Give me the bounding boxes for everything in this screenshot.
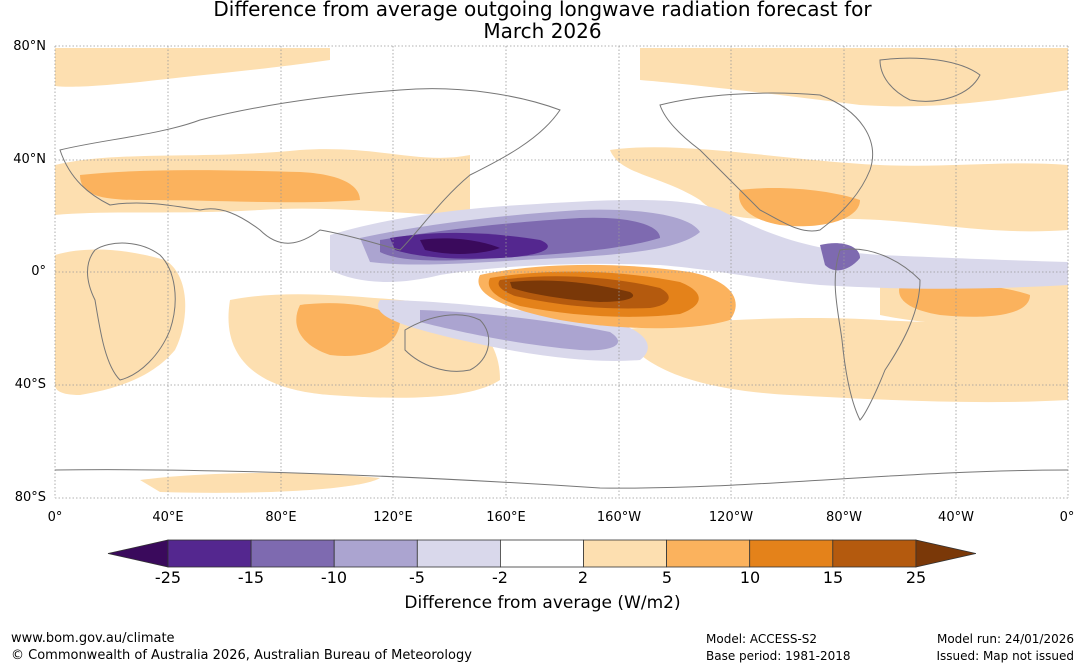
anomaly-region-atlantic-core bbox=[899, 283, 1030, 317]
colorbar-swatch bbox=[333, 539, 418, 568]
colorbar-swatches bbox=[107, 539, 976, 568]
colorbar-tick: 2 bbox=[577, 568, 589, 587]
colorbar-swatch bbox=[666, 539, 751, 568]
lon-label-160w: 160°W bbox=[596, 510, 642, 525]
colorbar-tick: -15 bbox=[237, 568, 265, 587]
footer-copyright: © Commonwealth of Australia 2026, Austra… bbox=[11, 648, 472, 663]
colorbar-swatch bbox=[749, 539, 834, 568]
coastline-north-america bbox=[659, 92, 874, 232]
colorbar-tick: 15 bbox=[822, 568, 844, 587]
anomaly-region-indian-core bbox=[296, 303, 400, 356]
graticule bbox=[54, 45, 1069, 499]
colorbar-swatch bbox=[416, 539, 501, 568]
olr-anomaly-map bbox=[54, 45, 1069, 499]
colorbar-title: Difference from average (W/m2) bbox=[404, 593, 681, 613]
anomaly-region-southern-ocean bbox=[140, 472, 380, 493]
footer-issued: Issued: Map not issued bbox=[936, 649, 1074, 663]
colorbar-tick: 10 bbox=[739, 568, 761, 587]
positive-anomaly-core bbox=[510, 280, 634, 302]
colorbar-tick: 25 bbox=[905, 568, 927, 587]
negative-anomaly-east-pacific bbox=[820, 243, 860, 271]
footer-model-run: Model run: 24/01/2026 bbox=[936, 632, 1074, 646]
coastlines bbox=[55, 57, 1068, 489]
anomaly-region-gulf-core bbox=[739, 188, 860, 227]
colorbar bbox=[107, 539, 976, 568]
anomaly-region-asia-core bbox=[80, 170, 360, 203]
footer-model: Model: ACCESS-S2 bbox=[706, 632, 818, 646]
negative-anomaly-south-mid bbox=[420, 310, 619, 351]
map-title-line-1: Difference from average outgoing longwav… bbox=[213, 0, 872, 21]
lat-label-0: 0° bbox=[31, 264, 46, 279]
coastline-africa bbox=[87, 242, 176, 381]
colorbar-swatch bbox=[167, 539, 252, 568]
coastline-australia bbox=[404, 314, 490, 372]
coastline-greenland bbox=[879, 57, 981, 102]
negative-anomaly-peak bbox=[420, 238, 500, 254]
colorbar-tick: -2 bbox=[492, 568, 508, 587]
coastline-south-america bbox=[834, 248, 921, 421]
map-title-line-2: March 2026 bbox=[483, 19, 602, 43]
anomaly-region-arctic bbox=[55, 48, 330, 87]
colorbar-swatch bbox=[583, 539, 667, 568]
lat-label-40n: 40°N bbox=[13, 152, 46, 167]
colorbar-tick: -25 bbox=[154, 568, 182, 587]
colorbar-swatch bbox=[250, 539, 335, 568]
anomaly-region-subtropical-pacific bbox=[610, 147, 1068, 232]
footer-website[interactable]: www.bom.gov.au/climate bbox=[11, 631, 175, 646]
footer-base-period: Base period: 1981-2018 bbox=[706, 649, 851, 663]
colorbar-extend-high bbox=[915, 539, 976, 568]
lon-label-40e: 40°E bbox=[152, 510, 184, 525]
colorbar-swatch bbox=[499, 539, 584, 568]
lat-label-40s: 40°S bbox=[14, 377, 46, 392]
lon-label-0-west: 0° bbox=[47, 510, 63, 525]
colorbar-tick: 5 bbox=[661, 568, 673, 587]
lon-label-0-east: 0° bbox=[1059, 510, 1075, 525]
coastline-eurasia bbox=[59, 88, 561, 251]
lon-label-80e: 80°E bbox=[265, 510, 297, 525]
lon-label-40w: 40°W bbox=[938, 510, 974, 525]
anomaly-region-north-america bbox=[640, 48, 1068, 107]
lon-label-120e: 120°E bbox=[373, 510, 413, 525]
lat-label-80s: 80°S bbox=[14, 490, 46, 505]
lon-label-160e: 160°E bbox=[486, 510, 526, 525]
colorbar-extend-low bbox=[107, 539, 169, 568]
coastline-antarctica bbox=[55, 469, 1068, 489]
colorbar-swatch bbox=[832, 539, 917, 568]
lat-label-80n: 80°N bbox=[13, 39, 46, 54]
colorbar-tick: -5 bbox=[409, 568, 425, 587]
lon-label-80w: 80°W bbox=[826, 510, 862, 525]
colorbar-tick: -10 bbox=[320, 568, 348, 587]
lon-label-120w: 120°W bbox=[708, 510, 754, 525]
